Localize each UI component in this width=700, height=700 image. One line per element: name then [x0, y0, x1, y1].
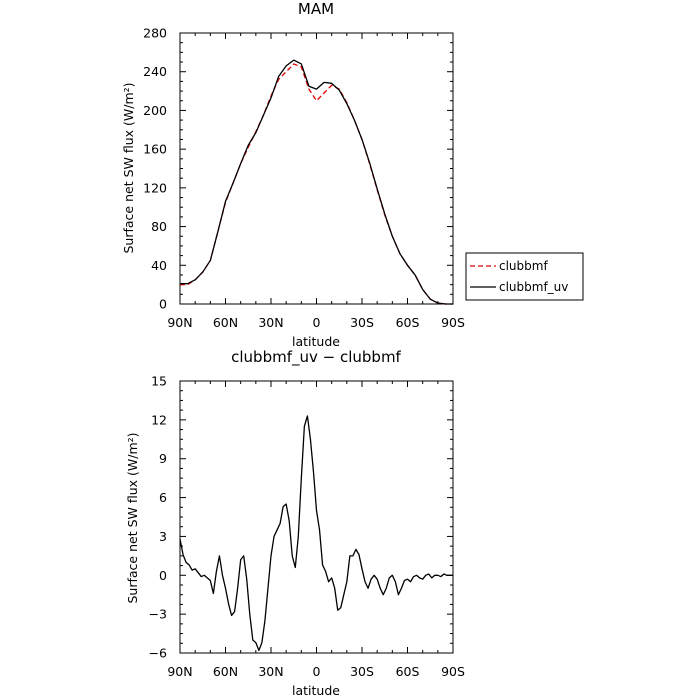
- y-tick-label-top: 200: [143, 103, 167, 118]
- y-tick-label-top: 80: [151, 219, 167, 234]
- series-group-bottom: [179, 415, 453, 652]
- x-tick-label-bottom: 30S: [350, 664, 374, 679]
- x-tick-label-top: 30S: [350, 315, 374, 330]
- y-tick-label-top: 280: [143, 26, 167, 41]
- plot-frame-top: [179, 32, 454, 305]
- y-tick-label-bottom: 15: [151, 374, 167, 389]
- y-tick-label-bottom: 6: [159, 490, 167, 505]
- x-ticks-bottom: 90N 60N 30N 0 30S 60S 90S: [167, 381, 465, 679]
- y-tick-label-bottom: 0: [159, 568, 167, 583]
- x-tick-label-top: 90S: [441, 315, 465, 330]
- y-tick-label-top: 120: [143, 180, 167, 195]
- x-tick-label-bottom: 90N: [167, 664, 192, 679]
- y-tick-label-top: 240: [143, 64, 167, 79]
- x-tick-label-top: 60N: [213, 315, 238, 330]
- y-tick-label-bottom: 9: [159, 451, 167, 466]
- y-tick-label-bottom: 12: [151, 412, 167, 427]
- series-line-clubbmf: [180, 63, 453, 305]
- y-tick-label-top: 0: [159, 297, 167, 312]
- legend-box: [465, 252, 584, 301]
- series-group-top: [180, 59, 453, 305]
- x-tick-label-bottom: 30N: [258, 664, 283, 679]
- x-tick-label-top: 0: [313, 315, 321, 330]
- x-tick-label-top: 60S: [396, 315, 420, 330]
- y-ticks-bottom: −6 −3 0 3 6 9 12 15: [149, 374, 453, 661]
- y-tick-label-bottom: −3: [149, 607, 167, 622]
- y-tick-label-bottom: −6: [149, 646, 167, 661]
- plot-frame-bottom: [179, 380, 454, 654]
- panel-difference: clubbmf_uv − clubbmf −6 −3 0 3 6 9 12 15 90N 60N…: [125, 348, 465, 698]
- legend-label-clubbmf: clubbmf: [499, 259, 548, 273]
- x-axis-label-bottom: latitude: [292, 683, 340, 698]
- x-tick-label-bottom: 0: [313, 664, 321, 679]
- legend-label-clubbmf-uv: clubbmf_uv: [499, 280, 568, 294]
- x-tick-label-bottom: 60N: [213, 664, 238, 679]
- y-tick-label-bottom: 3: [159, 529, 167, 544]
- panel-title-difference: clubbmf_uv − clubbmf: [231, 348, 401, 367]
- x-tick-label-bottom: 60S: [396, 664, 420, 679]
- series-line-difference: [179, 415, 453, 652]
- x-axis-label-top: latitude: [292, 334, 340, 349]
- panel-title-mam: MAM: [298, 0, 334, 18]
- x-tick-label-top: 30N: [258, 315, 283, 330]
- legend: clubbmf clubbmf_uv: [465, 252, 584, 301]
- x-ticks-top: 90N 60N 30N 0 30S 60S 90S: [167, 33, 465, 330]
- x-tick-label-bottom: 90S: [441, 664, 465, 679]
- panel-mam: MAM 0 40 80 120 160 200 240 280 90N 60N 30N 0 30S 60…: [121, 0, 465, 349]
- y-tick-label-top: 160: [143, 142, 167, 157]
- y-ticks-top: 0 40 80 120 160 200 240 280: [143, 26, 453, 312]
- y-axis-label-top: Surface net SW flux (W/m²): [121, 82, 136, 253]
- series-line-clubbmf-uv: [180, 59, 453, 305]
- y-tick-label-top: 40: [151, 258, 167, 273]
- x-tick-label-top: 90N: [167, 315, 192, 330]
- y-axis-label-bottom: Surface net SW flux (W/m²): [125, 432, 140, 603]
